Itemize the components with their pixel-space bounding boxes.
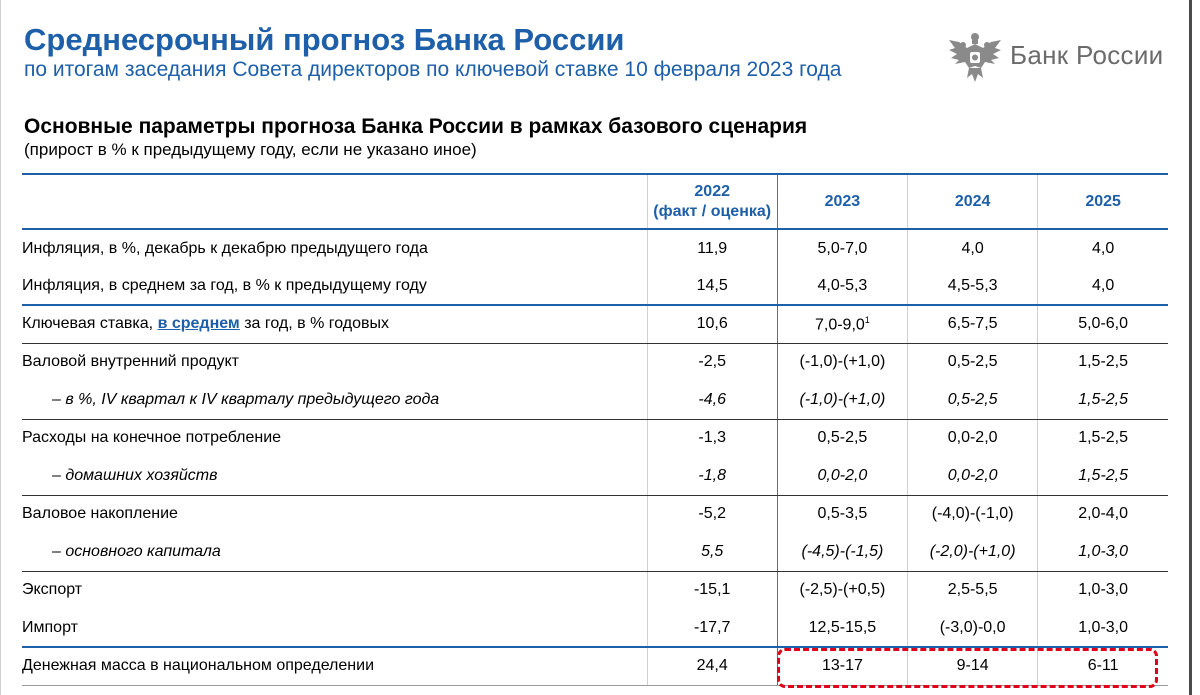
- value-2025: 1,0-3,0: [1037, 609, 1168, 648]
- value-2025: 1,0-3,0: [1037, 571, 1168, 609]
- value-2024: 6,5-7,5: [907, 305, 1038, 344]
- value-2022: -17,7: [646, 609, 778, 648]
- value-2024: 9-14: [907, 647, 1038, 686]
- table-row: – в %, IV квартал к IV кварталу предыдущ…: [22, 381, 1168, 420]
- table-note: (прирост в % к предыдущему году, если не…: [24, 140, 477, 159]
- row-label: Расходы на конечное потребление: [22, 429, 282, 447]
- table-row: Валовой внутренний продукт -2,5 (-1,0)-(…: [22, 343, 1168, 381]
- value-2022: -1,3: [646, 419, 778, 457]
- row-label: Инфляция, в %, декабрь к декабрю предыду…: [22, 239, 428, 257]
- row-label: Экспорт: [22, 581, 83, 599]
- table-row: Экспорт -15,1 (-2,5)-(+0,5) 2,5-5,5 1,0-…: [22, 571, 1168, 609]
- header-2023: 2023: [776, 173, 908, 230]
- value-2022: -5,2: [646, 495, 778, 533]
- value-2024: 0,0-2,0: [907, 457, 1038, 496]
- forecast-table: 2022 (факт / оценка) 2023 2024 2025 Инфля…: [22, 173, 1168, 686]
- table-row: Инфляция, в %, декабрь к декабрю предыду…: [22, 229, 1168, 267]
- value-2025: 1,5-2,5: [1037, 343, 1168, 381]
- row-label: – в %, IV квартал к IV кварталу предыдущ…: [22, 381, 648, 420]
- header-2024: 2024: [907, 173, 1038, 230]
- value-2024: 2,5-5,5: [907, 571, 1038, 609]
- row-label: Импорт: [22, 609, 648, 648]
- value-2025: 4,0: [1037, 267, 1168, 306]
- table-header-row: 2022 (факт / оценка) 2023 2024 2025: [22, 173, 1168, 230]
- row-label: Валовой внутренний продукт: [22, 353, 239, 371]
- value-2022: 24,4: [646, 647, 778, 686]
- value-2022: 5,5: [646, 533, 778, 572]
- value-2022: 14,5: [646, 267, 778, 306]
- table-row: – основного капитала 5,5 (-4,5)-(-1,5) (…: [22, 533, 1168, 572]
- value-2025: 1,5-2,5: [1037, 457, 1168, 496]
- average-link[interactable]: в среднем: [157, 315, 240, 333]
- value-2025: 1,5-2,5: [1037, 419, 1168, 457]
- value-2023: 0,5-3,5: [776, 495, 908, 533]
- value-2025: 4,0: [1037, 229, 1168, 267]
- page-subtitle: по итогам заседания Совета директоров по…: [24, 58, 842, 81]
- header-label-cell: [22, 173, 648, 230]
- row-label: – домашних хозяйств: [22, 457, 648, 496]
- value-2023: 12,5-15,5: [776, 609, 908, 648]
- value-2023: 5,0-7,0: [776, 229, 908, 267]
- money-supply-highlight: [777, 648, 1158, 688]
- table-row: Денежная масса в национальном определени…: [22, 647, 1168, 686]
- double-headed-eagle-icon: [949, 33, 1001, 82]
- table-row: Ключевая ставка, в среднем за год, в % г…: [22, 305, 1168, 344]
- value-2023: (-4,5)-(-1,5): [776, 533, 908, 572]
- value-2025: 1,0-3,0: [1037, 533, 1168, 572]
- value-2024: (-2,0)-(+1,0): [907, 533, 1038, 572]
- table-row: Импорт -17,7 12,5-15,5 (-3,0)-0,0 1,0-3,…: [22, 609, 1168, 648]
- value-2024: 4,5-5,3: [907, 267, 1038, 306]
- value-2022: -15,1: [646, 571, 778, 609]
- value-2025: 6-11: [1037, 647, 1168, 686]
- value-2022: 11,9: [646, 229, 778, 267]
- value-2024: 4,0: [907, 229, 1038, 267]
- value-2024: 0,0-2,0: [907, 419, 1038, 457]
- header-2025: 2025: [1037, 173, 1168, 230]
- page-title: Среднесрочный прогноз Банка России: [24, 22, 625, 57]
- logo-text: Банк России: [1010, 40, 1164, 70]
- table-row: Расходы на конечное потребление -1,3 0,5…: [22, 419, 1168, 457]
- value-2025: 2,0-4,0: [1037, 495, 1168, 533]
- value-2025: 5,0-6,0: [1037, 305, 1168, 344]
- table-row: Инфляция, в среднем за год, в % к предыд…: [22, 267, 1168, 306]
- row-label: Инфляция, в среднем за год, в % к предыд…: [22, 267, 648, 306]
- row-label: Денежная масса в национальном определени…: [22, 647, 648, 686]
- value-2024: 0,5-2,5: [907, 381, 1038, 420]
- value-2023: (-1,0)-(+1,0): [776, 343, 908, 381]
- row-label: Ключевая ставка, в среднем за год, в % г…: [22, 305, 648, 344]
- value-2023: 0,0-2,0: [776, 457, 908, 496]
- table-title: Основные параметры прогноза Банка России…: [24, 115, 808, 138]
- value-2022: 10,6: [646, 305, 778, 344]
- value-2025: 1,5-2,5: [1037, 381, 1168, 420]
- row-label: – основного капитала: [22, 533, 648, 572]
- value-2023: 13-17: [776, 647, 908, 686]
- footnote-marker: 1: [864, 314, 870, 325]
- table-row: – домашних хозяйств -1,8 0,0-2,0 0,0-2,0…: [22, 457, 1168, 496]
- value-2022: -1,8: [646, 457, 778, 496]
- value-2023: 7,0-9,01: [776, 305, 908, 344]
- value-2023: (-1,0)-(+1,0): [776, 381, 908, 420]
- header-2022: 2022 (факт / оценка): [646, 173, 778, 230]
- value-2023: (-2,5)-(+0,5): [776, 571, 908, 609]
- value-2022: -2,5: [646, 343, 778, 381]
- value-2022: -4,6: [646, 381, 778, 420]
- value-2023: 0,5-2,5: [776, 419, 908, 457]
- value-2024: (-3,0)-0,0: [907, 609, 1038, 648]
- value-2023: 4,0-5,3: [776, 267, 908, 306]
- table-row: Валовое накопление -5,2 0,5-3,5 (-4,0)-(…: [22, 495, 1168, 533]
- row-label: Валовое накопление: [22, 505, 178, 523]
- value-2024: 0,5-2,5: [907, 343, 1038, 381]
- value-2024: (-4,0)-(-1,0): [907, 495, 1038, 533]
